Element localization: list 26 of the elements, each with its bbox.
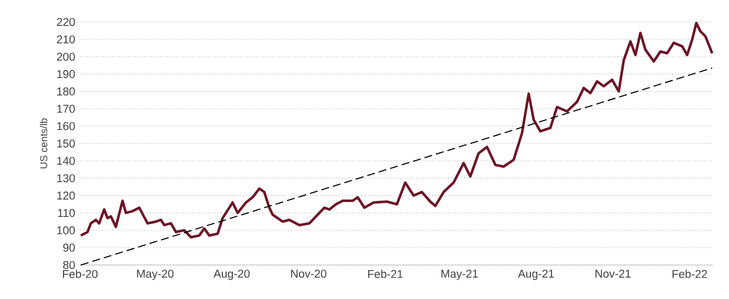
y-tick-label: 180: [57, 87, 75, 96]
y-tick-label: 200: [56, 52, 75, 61]
line-series: [80, 22, 714, 238]
x-tick-label: Feb-21: [368, 270, 403, 278]
y-tick-label: 120: [57, 192, 75, 200]
x-tick-label: Feb-22: [672, 270, 708, 278]
x-tick-label: Aug-21: [518, 270, 554, 280]
y-tick-label: 110: [58, 208, 75, 217]
y-tick-label: 150: [57, 139, 75, 148]
y-tick-label: 140: [57, 156, 75, 165]
y-tick-label: 130: [57, 174, 75, 182]
x-tick-label: Feb-20: [62, 270, 98, 278]
y-tick-label: 160: [57, 122, 75, 130]
y-tick-label: 100: [57, 226, 75, 234]
x-tick-label: Nov-21: [596, 270, 631, 278]
y-tick-label: 190: [57, 70, 75, 78]
y-tick-label: 80: [63, 260, 75, 269]
x-tick-label: Aug-20: [214, 270, 250, 280]
y-tick-label: 90: [63, 244, 75, 252]
x-tick-label: Nov-20: [291, 270, 326, 278]
x-tick-label: May-21: [441, 270, 478, 280]
x-tick-label: May-20: [137, 270, 174, 280]
y-axis-title: US cents/lb: [40, 118, 48, 168]
y-tick-label: 170: [57, 104, 75, 113]
y-tick-label: 220: [56, 18, 75, 26]
y-tick-label: 210: [56, 35, 75, 44]
